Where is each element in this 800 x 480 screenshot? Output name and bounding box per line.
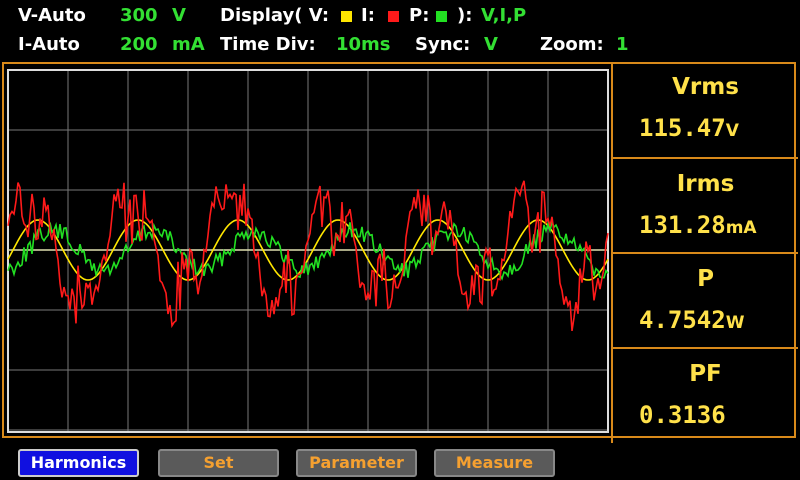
soft-button[interactable]: Parameter (296, 449, 417, 477)
display-close: ): (457, 5, 473, 26)
header-row: I-Auto 200 mA Time Div: 10ms Sync: V Zoo… (0, 34, 629, 265)
sync-label: Sync: (415, 34, 471, 55)
soft-button[interactable]: Set (158, 449, 279, 477)
plot-border (7, 69, 609, 433)
soft-button[interactable]: Measure (434, 449, 555, 477)
measurement-value: 115.47 (639, 114, 726, 142)
measurement-value: 4.7542 (639, 306, 726, 334)
display-label: Display( V: (220, 5, 330, 26)
voltage-trace (7, 219, 609, 281)
header-row: V-Auto 300 V Display( V: I: P: ): V,I,P (0, 5, 526, 278)
measurement-cell: Irms 131.28mA (611, 157, 798, 252)
measurement-panel: Vrms 115.47V Irms 131.28mA P 4.7542W PF 0.3136 (611, 62, 798, 443)
measurement-value-box: 131.28mA (639, 211, 757, 239)
measurement-unit: V (725, 121, 739, 141)
current-trace (7, 180, 609, 332)
measurement-unit: W (725, 313, 745, 333)
measurement-label: Irms (676, 171, 735, 197)
display-value: V,I,P (481, 5, 527, 26)
display-p-label: P: (409, 5, 430, 26)
v-unit: V (172, 5, 186, 26)
measurement-cell: P 4.7542W (611, 252, 798, 347)
measurement-value: 0.3136 (639, 401, 726, 429)
display-i-label: I: (361, 5, 375, 26)
scope-frame (2, 62, 796, 438)
waveform-display (7, 69, 609, 433)
zoom-value: 1 (616, 34, 629, 55)
measurement-unit: mA (725, 218, 757, 238)
sync-value: V (484, 34, 498, 55)
v-value: 300 (120, 5, 158, 26)
soft-button[interactable]: Harmonics (18, 449, 139, 477)
measurement-value-box: 115.47V (639, 114, 739, 142)
measurement-value-box: 0.3136 (639, 401, 726, 429)
time-div-label: Time Div: (220, 34, 316, 55)
measurement-cell: Vrms 115.47V (611, 62, 798, 157)
i-color-swatch (388, 11, 399, 22)
p-color-swatch (436, 11, 447, 22)
measurement-value: 131.28 (639, 211, 726, 239)
i-value: 200 (120, 34, 158, 55)
time-div-value: 10ms (336, 34, 391, 55)
measurement-label: Vrms (672, 74, 739, 100)
i-range: I-Auto (18, 34, 80, 55)
v-range: V-Auto (18, 5, 86, 26)
zoom-label: Zoom: (540, 34, 604, 55)
measurement-cell: PF 0.3136 (611, 347, 798, 443)
measurement-label: P (697, 266, 714, 292)
power-trace (7, 219, 609, 281)
measurement-value-box: 4.7542W (639, 306, 744, 334)
i-unit: mA (172, 34, 205, 55)
v-color-swatch (341, 11, 352, 22)
measurement-label: PF (689, 361, 722, 387)
